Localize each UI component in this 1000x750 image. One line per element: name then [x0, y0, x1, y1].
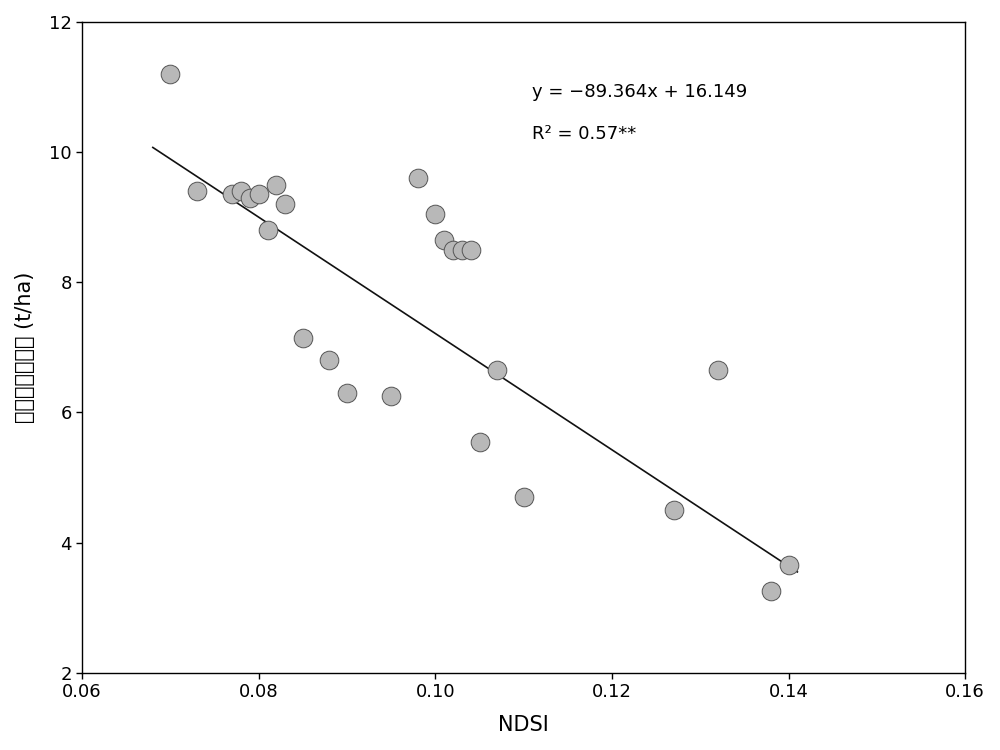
- Point: [445, 244, 461, 256]
- Point: [233, 185, 249, 197]
- Point: [189, 185, 205, 197]
- X-axis label: NDSI: NDSI: [498, 715, 549, 735]
- Point: [268, 178, 284, 190]
- Point: [224, 188, 240, 200]
- Point: [242, 192, 258, 204]
- Point: [436, 234, 452, 246]
- Point: [763, 585, 779, 597]
- Point: [162, 68, 178, 80]
- Point: [454, 244, 470, 256]
- Point: [251, 188, 267, 200]
- Text: R² = 0.57**: R² = 0.57**: [532, 125, 637, 143]
- Point: [383, 390, 399, 402]
- Point: [277, 198, 293, 210]
- Point: [321, 354, 337, 366]
- Point: [516, 491, 532, 503]
- Point: [260, 224, 276, 236]
- Point: [489, 364, 505, 376]
- Point: [666, 504, 682, 516]
- Point: [339, 387, 355, 399]
- Point: [781, 560, 797, 572]
- Point: [410, 172, 426, 184]
- Text: y = −89.364x + 16.149: y = −89.364x + 16.149: [532, 82, 748, 100]
- Y-axis label: 玉米植株生物量 (t/ha): 玉米植株生物量 (t/ha): [15, 272, 35, 423]
- Point: [427, 208, 443, 220]
- Point: [710, 364, 726, 376]
- Point: [472, 436, 488, 448]
- Point: [463, 244, 479, 256]
- Point: [295, 332, 311, 344]
